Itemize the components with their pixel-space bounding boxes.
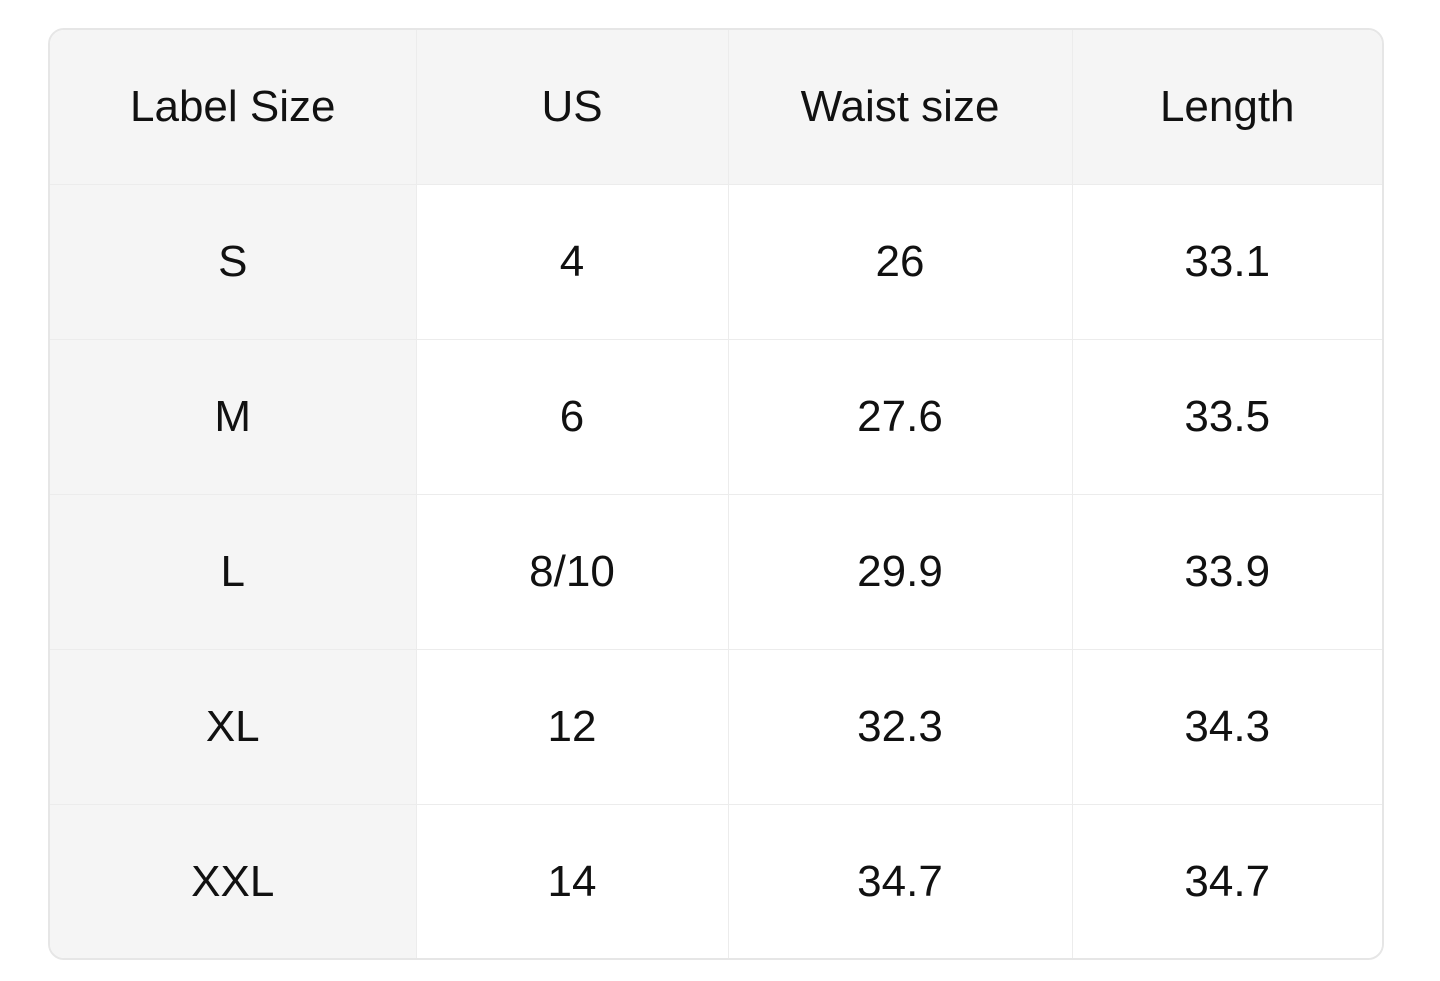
size-chart-table: Label Size US Waist size Length S 4 26 3… bbox=[50, 30, 1382, 958]
cell-waist-size: 29.9 bbox=[727, 494, 1073, 650]
cell-length: 34.3 bbox=[1071, 649, 1382, 805]
cell-waist-size: 27.6 bbox=[727, 339, 1073, 495]
cell-waist-size: 34.7 bbox=[727, 804, 1073, 958]
cell-us: 14 bbox=[415, 804, 729, 958]
header-row: Label Size US Waist size Length bbox=[50, 30, 1382, 185]
table-row: M 6 27.6 33.5 bbox=[50, 339, 1382, 495]
cell-label-size: S bbox=[50, 184, 417, 340]
cell-us: 4 bbox=[415, 184, 729, 340]
cell-length: 34.7 bbox=[1071, 804, 1382, 958]
cell-waist-size: 32.3 bbox=[727, 649, 1073, 805]
cell-label-size: M bbox=[50, 339, 417, 495]
cell-length: 33.5 bbox=[1071, 339, 1382, 495]
cell-label-size: L bbox=[50, 494, 417, 650]
table-row: L 8/10 29.9 33.9 bbox=[50, 494, 1382, 650]
table-row: S 4 26 33.1 bbox=[50, 184, 1382, 340]
cell-label-size: XL bbox=[50, 649, 417, 805]
cell-waist-size: 26 bbox=[727, 184, 1073, 340]
cell-us: 6 bbox=[415, 339, 729, 495]
cell-length: 33.1 bbox=[1071, 184, 1382, 340]
header-length: Length bbox=[1071, 30, 1382, 185]
cell-label-size: XXL bbox=[50, 804, 417, 958]
table-row: XL 12 32.3 34.3 bbox=[50, 649, 1382, 805]
cell-length: 33.9 bbox=[1071, 494, 1382, 650]
cell-us: 8/10 bbox=[415, 494, 729, 650]
header-label-size: Label Size bbox=[50, 30, 417, 185]
header-waist-size: Waist size bbox=[727, 30, 1073, 185]
size-chart-table-container: Label Size US Waist size Length S 4 26 3… bbox=[48, 28, 1384, 960]
header-us: US bbox=[415, 30, 729, 185]
cell-us: 12 bbox=[415, 649, 729, 805]
table-row: XXL 14 34.7 34.7 bbox=[50, 804, 1382, 958]
